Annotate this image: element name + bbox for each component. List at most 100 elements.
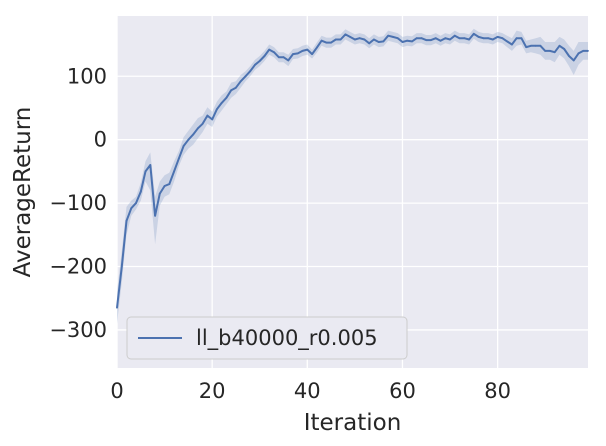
data-point bbox=[230, 89, 233, 92]
data-point bbox=[363, 38, 366, 41]
legend-box bbox=[126, 316, 408, 360]
x-tick-label: 0 bbox=[110, 379, 123, 403]
data-point bbox=[501, 37, 504, 40]
data-point bbox=[149, 164, 152, 166]
data-point bbox=[453, 34, 456, 37]
y-tick-label: −200 bbox=[49, 255, 107, 279]
data-point bbox=[587, 50, 589, 52]
data-point bbox=[158, 192, 161, 195]
data-point bbox=[168, 183, 171, 186]
data-point bbox=[577, 52, 580, 55]
data-point bbox=[463, 37, 466, 40]
data-point bbox=[444, 37, 447, 40]
series-line-layer bbox=[116, 32, 589, 309]
data-point bbox=[568, 55, 570, 57]
data-point bbox=[396, 37, 399, 40]
data-point bbox=[420, 37, 423, 40]
data-point bbox=[549, 50, 551, 52]
data-point bbox=[491, 38, 494, 41]
data-point bbox=[135, 202, 137, 205]
data-point bbox=[130, 207, 133, 210]
data-point bbox=[515, 37, 518, 40]
data-point bbox=[216, 108, 218, 111]
data-point bbox=[249, 70, 252, 73]
data-point bbox=[163, 185, 166, 187]
data-point bbox=[506, 40, 508, 43]
data-point bbox=[201, 122, 204, 125]
data-point bbox=[235, 86, 237, 89]
data-point bbox=[325, 41, 328, 44]
data-point bbox=[306, 48, 309, 51]
data-point bbox=[344, 33, 347, 36]
data-point bbox=[315, 46, 318, 49]
data-point bbox=[496, 36, 499, 38]
data-point bbox=[292, 53, 294, 55]
data-point bbox=[530, 44, 532, 47]
data-point bbox=[139, 190, 142, 193]
data-point bbox=[377, 41, 380, 43]
data-point bbox=[544, 50, 547, 52]
y-tick-label: 0 bbox=[94, 128, 107, 152]
data-point bbox=[220, 102, 223, 104]
data-point bbox=[558, 44, 561, 47]
legend-label: ll_b40000_r0.005 bbox=[196, 326, 378, 351]
data-point bbox=[320, 39, 323, 42]
data-point bbox=[287, 59, 290, 62]
x-tick-label: 40 bbox=[294, 379, 321, 403]
data-point bbox=[206, 114, 209, 117]
plot-area bbox=[117, 16, 588, 368]
y-tick-label: −100 bbox=[49, 191, 107, 215]
data-point bbox=[296, 52, 299, 55]
data-point bbox=[339, 38, 342, 41]
y-tick-label: 100 bbox=[67, 64, 107, 88]
data-point bbox=[401, 41, 404, 43]
data-point bbox=[563, 48, 566, 50]
legend: ll_b40000_r0.005 bbox=[126, 316, 408, 360]
data-point bbox=[415, 37, 418, 40]
data-point bbox=[177, 157, 180, 160]
data-point bbox=[392, 36, 394, 38]
data-point bbox=[458, 37, 461, 40]
x-tick-labels: 0 20 40 60 80 bbox=[110, 379, 511, 403]
data-point bbox=[525, 46, 528, 48]
data-point bbox=[425, 39, 428, 41]
x-tick-label: 60 bbox=[389, 379, 416, 403]
data-point bbox=[263, 55, 266, 57]
data-point bbox=[411, 40, 413, 43]
data-point bbox=[192, 133, 195, 136]
data-point bbox=[239, 80, 242, 83]
data-point bbox=[197, 127, 199, 130]
data-point bbox=[311, 53, 313, 55]
data-point bbox=[154, 214, 157, 217]
data-point bbox=[125, 220, 128, 222]
data-point bbox=[173, 170, 176, 173]
data-point bbox=[282, 56, 285, 59]
data-point bbox=[268, 48, 271, 51]
data-point bbox=[225, 96, 228, 99]
data-point bbox=[477, 36, 480, 38]
data-point bbox=[439, 39, 442, 42]
data-point bbox=[373, 38, 375, 41]
data-point bbox=[553, 51, 556, 54]
data-point bbox=[534, 44, 537, 47]
data-point bbox=[187, 138, 190, 141]
data-point bbox=[539, 44, 542, 47]
data-point bbox=[430, 39, 432, 41]
data-point bbox=[211, 118, 214, 121]
data-point bbox=[406, 39, 409, 42]
data-point bbox=[258, 60, 261, 62]
data-point bbox=[244, 75, 247, 78]
data-point bbox=[334, 38, 337, 41]
data-point bbox=[330, 41, 332, 44]
data-point bbox=[482, 37, 485, 40]
y-tick-label: −300 bbox=[49, 318, 107, 342]
data-point bbox=[354, 38, 356, 41]
x-tick-label: 80 bbox=[484, 379, 511, 403]
data-point bbox=[349, 36, 351, 38]
y-tick-labels: −300 −200 −100 0 100 bbox=[49, 64, 107, 342]
data-point bbox=[511, 43, 513, 46]
data-point bbox=[472, 32, 475, 35]
data-point bbox=[368, 42, 371, 45]
data-point bbox=[120, 265, 123, 268]
